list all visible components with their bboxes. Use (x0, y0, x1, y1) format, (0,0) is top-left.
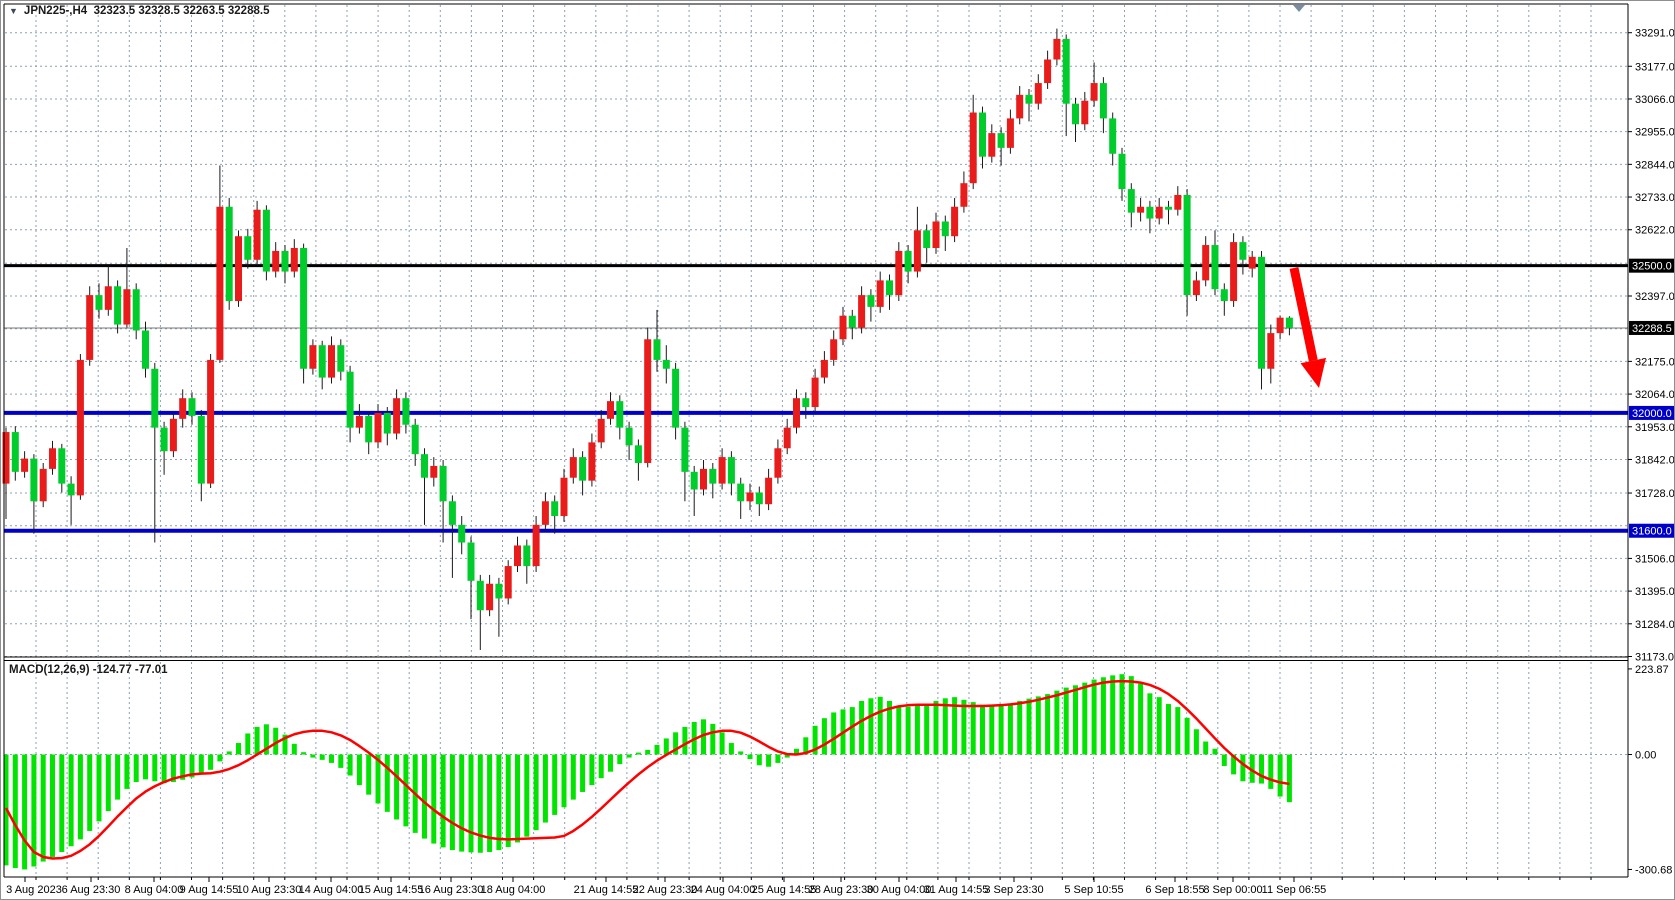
price-label: 32397.0 (1635, 291, 1675, 303)
time-label: 5 Sep 10:55 (1064, 884, 1123, 896)
price-label: 31395.0 (1635, 586, 1675, 598)
candlestick-series (2, 28, 1293, 651)
time-label: 11 Sep 06:55 (1262, 884, 1327, 896)
time-label: 21 Aug 14:55 (574, 884, 639, 896)
time-label: 18 Aug 04:00 (481, 884, 546, 896)
time-label: 3 Aug 2023 (6, 884, 62, 896)
price-badge-32288.5: 32288.5 (1632, 323, 1672, 335)
time-label: 8 Sep 00:00 (1203, 884, 1262, 896)
price-badge-31600.0: 31600.0 (1632, 526, 1672, 538)
macd-indicator-label: MACD(12,26,9) -124.77 -77.01 (9, 664, 168, 676)
time-label: 30 Aug 04:00 (867, 884, 932, 896)
time-label: 25 Aug 14:55 (752, 884, 817, 896)
time-label: 8 Aug 04:00 (125, 884, 184, 896)
trend-arrow-annotation[interactable] (1289, 267, 1327, 388)
time-marker-icon (1293, 5, 1305, 12)
time-axis: 3 Aug 2023 6 Aug 23:30 8 Aug 04:009 Aug 14… (6, 877, 1592, 896)
symbol-ohlc-title: JPN225-,H4 32323.5 32328.5 32263.5 32288… (23, 5, 270, 17)
price-label: 32175.0 (1635, 356, 1675, 368)
price-label: 32733.0 (1635, 192, 1675, 204)
price-label: 31728.0 (1635, 488, 1675, 500)
time-label: 6 Sep 18:55 (1145, 884, 1204, 896)
time-label: 24 Aug 04:00 (691, 884, 756, 896)
time-label: 22 Aug 23:30 (633, 884, 698, 896)
symbol-dropdown-icon[interactable]: ▼ (9, 6, 18, 16)
price-label: 32844.0 (1635, 159, 1675, 171)
time-label: 28 Aug 23:30 (809, 884, 874, 896)
time-label: 31 Aug 14:55 (924, 884, 989, 896)
price-label: 31173.0 (1635, 651, 1674, 663)
time-label: 9 Aug 14:55 (180, 884, 239, 896)
chart-title-bar: ▼ JPN225-,H4 32323.5 32328.5 32263.5 322… (9, 4, 269, 18)
time-label: 6 Aug 23:30 (62, 884, 121, 896)
price-label: 31506.0 (1635, 553, 1675, 565)
price-axis: 33291.0 33177.0 33066.0 32955.0 32844.0 32733… (1628, 28, 1675, 876)
time-label: 3 Sep 23:30 (984, 884, 1043, 896)
macd-signal-line (4, 679, 1290, 860)
panel-borders (3, 3, 1629, 878)
price-label: 31842.0 (1635, 454, 1675, 466)
price-badge-32000.0: 32000.0 (1632, 408, 1672, 420)
macd-histogram (3, 674, 1292, 870)
macd-axis-label: 223.87 (1635, 664, 1669, 676)
price-label: 32064.0 (1635, 389, 1675, 401)
macd-axis-label: 0.00 (1635, 750, 1656, 762)
time-label: 10 Aug 23:30 (237, 884, 302, 896)
price-badge-32500.0: 32500.0 (1632, 261, 1672, 273)
price-label: 31284.0 (1635, 619, 1675, 631)
gridlines (5, 5, 1627, 876)
price-label: 31953.0 (1635, 422, 1675, 434)
price-label: 33291.0 (1635, 28, 1675, 40)
time-label: 15 Aug 14:55 (359, 884, 424, 896)
macd-axis-label: -300.68 (1635, 864, 1672, 876)
price-label: 33177.0 (1635, 61, 1675, 73)
price-label: 33066.0 (1635, 94, 1675, 106)
time-label: 16 Aug 23:30 (419, 884, 484, 896)
time-label: 14 Aug 04:00 (299, 884, 364, 896)
price-label: 32955.0 (1635, 127, 1675, 139)
price-label: 32622.0 (1635, 225, 1675, 237)
